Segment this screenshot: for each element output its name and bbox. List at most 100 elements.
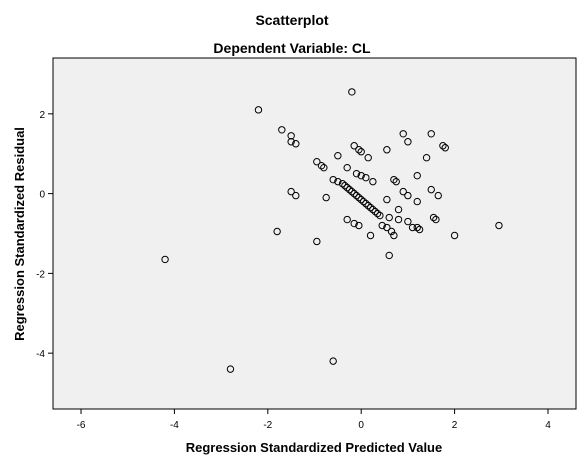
data-point xyxy=(408,223,417,232)
data-point xyxy=(355,193,363,202)
data-point xyxy=(341,181,349,190)
data-point xyxy=(359,197,368,206)
data-point xyxy=(413,223,421,232)
x-axis-label: Regression Standardized Predicted Value xyxy=(186,440,442,455)
data-point xyxy=(329,357,337,365)
data-point xyxy=(355,221,363,230)
data-point xyxy=(352,169,361,178)
data-point xyxy=(404,217,412,226)
chart-title: Scatterplot xyxy=(255,12,328,28)
data-point xyxy=(371,207,379,216)
data-point xyxy=(322,193,330,202)
data-point xyxy=(378,221,386,230)
data-point xyxy=(434,191,442,200)
data-point xyxy=(350,142,358,150)
data-point xyxy=(369,177,377,186)
y-tick-label: 2 xyxy=(39,110,45,121)
data-point xyxy=(334,152,342,160)
data-point xyxy=(254,106,263,114)
data-point xyxy=(343,215,351,224)
data-point xyxy=(383,223,391,232)
data-point xyxy=(429,213,438,222)
x-tick-label: -4 xyxy=(170,420,179,431)
data-point xyxy=(495,221,503,230)
x-tick-label: 0 xyxy=(358,420,364,431)
data-point xyxy=(350,219,358,228)
data-point xyxy=(350,189,358,198)
data-point xyxy=(226,365,235,373)
data-point xyxy=(413,171,421,180)
data-point xyxy=(320,163,328,172)
y-axis-label: Regression Standardized Residual xyxy=(12,127,27,341)
data-point xyxy=(313,237,321,246)
x-tick-label: -6 xyxy=(77,420,86,431)
data-point xyxy=(343,163,351,172)
data-point xyxy=(373,209,382,218)
data-point xyxy=(366,203,375,212)
data-point xyxy=(376,211,384,220)
data-point xyxy=(399,130,407,138)
data-point xyxy=(161,255,169,264)
data-point xyxy=(422,154,431,162)
data-point xyxy=(432,215,440,224)
data-point xyxy=(357,148,365,156)
data-point xyxy=(317,161,326,170)
data-point xyxy=(392,177,400,186)
y-tick-label: -4 xyxy=(36,349,45,360)
data-point xyxy=(357,171,365,180)
data-point xyxy=(334,177,342,186)
data-point xyxy=(383,146,391,154)
data-point xyxy=(439,142,447,150)
data-point xyxy=(362,173,370,182)
data-point xyxy=(390,231,398,240)
data-point xyxy=(404,191,412,200)
data-point xyxy=(404,138,412,146)
data-point xyxy=(278,126,286,134)
data-point xyxy=(383,195,391,204)
data-point xyxy=(385,251,393,260)
data-point xyxy=(345,185,354,194)
data-point xyxy=(441,144,449,152)
data-point xyxy=(348,187,356,196)
data-point xyxy=(427,185,435,194)
data-point xyxy=(357,195,365,204)
data-point xyxy=(338,179,347,188)
data-point xyxy=(273,227,281,236)
data-point xyxy=(362,199,370,208)
x-tick-label: -2 xyxy=(263,420,272,431)
y-tick-label: -2 xyxy=(36,269,45,280)
data-point xyxy=(399,187,407,196)
data-point xyxy=(292,191,300,200)
data-point xyxy=(287,138,295,146)
plot-area xyxy=(52,57,577,410)
data-point xyxy=(394,205,403,214)
data-point xyxy=(364,201,372,210)
data-point xyxy=(450,231,459,240)
data-point xyxy=(415,225,424,234)
data-point xyxy=(343,183,351,192)
data-point xyxy=(427,130,435,138)
x-axis-ticks: -6 -4 -2 0 2 4 xyxy=(77,409,551,431)
data-point xyxy=(292,140,300,148)
data-point xyxy=(364,154,372,162)
data-point xyxy=(413,197,421,206)
data-points xyxy=(161,88,503,373)
data-point xyxy=(287,187,295,196)
data-point xyxy=(348,88,356,96)
data-point xyxy=(329,175,337,184)
data-point xyxy=(313,158,321,166)
x-tick-label: 2 xyxy=(452,420,458,431)
y-axis-ticks: -4 -2 0 2 xyxy=(36,110,53,360)
chart-subtitle: Dependent Variable: CL xyxy=(213,40,371,56)
data-point xyxy=(366,231,375,240)
x-tick-label: 4 xyxy=(545,420,551,431)
data-point xyxy=(355,146,363,154)
data-point xyxy=(394,215,403,224)
data-point xyxy=(390,175,398,184)
data-point xyxy=(369,205,377,214)
data-point xyxy=(352,191,361,200)
data-point xyxy=(387,227,396,236)
y-tick-label: 0 xyxy=(39,190,45,201)
